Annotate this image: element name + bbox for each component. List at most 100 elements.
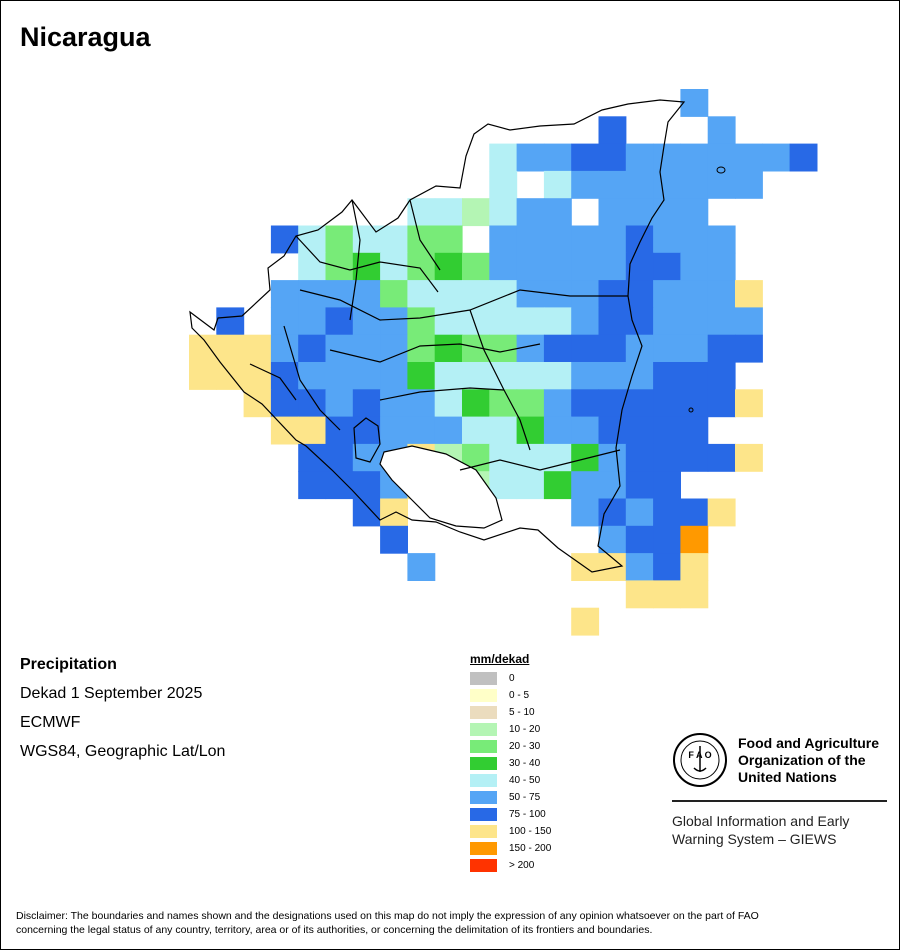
grid-cell xyxy=(543,443,572,472)
grid-cell xyxy=(653,525,681,554)
grid-cell xyxy=(298,280,327,308)
grid-cell xyxy=(707,116,736,145)
grid-cell xyxy=(489,170,518,199)
grid-cell xyxy=(653,553,681,581)
grid-cell xyxy=(571,143,600,172)
grid-cell xyxy=(462,307,490,336)
grid-cell xyxy=(680,225,709,254)
fao-block: F A O Food and Agriculture Organization … xyxy=(672,732,887,847)
grid-cell xyxy=(543,198,572,227)
grid-cell xyxy=(489,280,518,308)
legend-label: 0 - 5 xyxy=(509,690,530,701)
lake-managua xyxy=(353,417,381,463)
projection-label: WGS84, Geographic Lat/Lon xyxy=(20,743,226,760)
grid-cell xyxy=(653,252,681,281)
grid-cell xyxy=(489,252,518,281)
grid-cell xyxy=(352,334,381,363)
grid-cell xyxy=(625,553,654,581)
grid-cell xyxy=(298,307,327,336)
grid-cell xyxy=(380,252,408,281)
grid-cell xyxy=(434,334,463,363)
fao-name-line3: United Nations xyxy=(738,769,837,785)
grid-cell xyxy=(243,362,272,390)
grid-cell xyxy=(571,280,600,308)
grid-cell xyxy=(462,198,490,227)
grid-cell xyxy=(707,362,736,390)
legend-swatch xyxy=(470,859,497,872)
grid-cell xyxy=(653,443,681,472)
grid-cell xyxy=(543,389,572,418)
grid-cell xyxy=(735,143,763,172)
grid-cell xyxy=(707,307,736,336)
grid-cell xyxy=(598,443,627,472)
grid-cell xyxy=(298,252,327,281)
grid-cell xyxy=(735,307,763,336)
grid-cell xyxy=(543,170,572,199)
grid-cell xyxy=(680,280,709,308)
grid-cell xyxy=(625,170,654,199)
dept-line-10 xyxy=(249,363,297,401)
fao-logo-icon: F A O xyxy=(673,733,727,787)
grid-cell xyxy=(325,416,354,445)
grid-cell xyxy=(407,553,436,581)
grid-cell xyxy=(407,280,436,308)
grid-cell xyxy=(270,307,299,336)
grid-cell xyxy=(571,498,600,527)
legend-label: 10 - 20 xyxy=(509,724,541,735)
grid-cell xyxy=(516,307,545,336)
legend-label: 100 - 150 xyxy=(509,826,552,837)
grid-cell xyxy=(516,471,545,500)
grid-cell xyxy=(653,416,681,445)
grid-cell xyxy=(653,362,681,390)
grid-cell xyxy=(462,416,490,445)
grid-cell xyxy=(325,225,354,254)
grid-cell xyxy=(598,471,627,500)
grid-cell xyxy=(680,443,709,472)
grid-cell xyxy=(352,307,381,336)
grid-cell xyxy=(298,471,327,500)
giews-line1: Global Information and Early xyxy=(672,813,850,829)
grid-cell xyxy=(625,307,654,336)
grid-cell xyxy=(516,225,545,254)
grid-cell xyxy=(434,252,463,281)
fao-name-line2: Organization of the xyxy=(738,752,866,768)
grid-cell xyxy=(489,362,518,390)
source-label: ECMWF xyxy=(20,714,81,731)
grid-cell xyxy=(707,225,736,254)
giews-name: Global Information and Early Warning Sys… xyxy=(672,812,900,848)
grid-cell xyxy=(571,416,600,445)
legend-swatch xyxy=(470,808,497,821)
grid-cell xyxy=(380,416,408,445)
grid-cell xyxy=(434,198,463,227)
grid-cell xyxy=(571,443,600,472)
grid-cell xyxy=(325,471,354,500)
grid-cell xyxy=(653,280,681,308)
grid-cell xyxy=(571,334,600,363)
grid-cell xyxy=(434,389,463,418)
grid-cell xyxy=(216,362,245,390)
grid-cell xyxy=(516,143,545,172)
grid-cell xyxy=(625,443,654,472)
legend-title: mm/dekad xyxy=(470,652,530,666)
grid-cell xyxy=(735,334,763,363)
grid-cell xyxy=(625,198,654,227)
grid-cell xyxy=(380,225,408,254)
grid-cell xyxy=(489,307,518,336)
grid-cell xyxy=(434,362,463,390)
grid-cell xyxy=(489,389,518,418)
grid-cell xyxy=(762,143,791,172)
legend-row: 10 - 20 xyxy=(470,721,551,738)
legend-swatch xyxy=(470,689,497,702)
grid-cell xyxy=(680,198,709,227)
legend-swatch xyxy=(470,774,497,787)
giews-line2: Warning System – GIEWS xyxy=(672,831,837,847)
grid-cell xyxy=(680,170,709,199)
legend-row: 30 - 40 xyxy=(470,755,551,772)
grid-cell xyxy=(352,416,381,445)
grid-cell xyxy=(407,307,436,336)
dept-line-7 xyxy=(379,387,505,401)
legend-label: 30 - 40 xyxy=(509,758,541,769)
grid-cell xyxy=(516,389,545,418)
grid-cell xyxy=(680,498,709,527)
grid-cell xyxy=(462,252,490,281)
